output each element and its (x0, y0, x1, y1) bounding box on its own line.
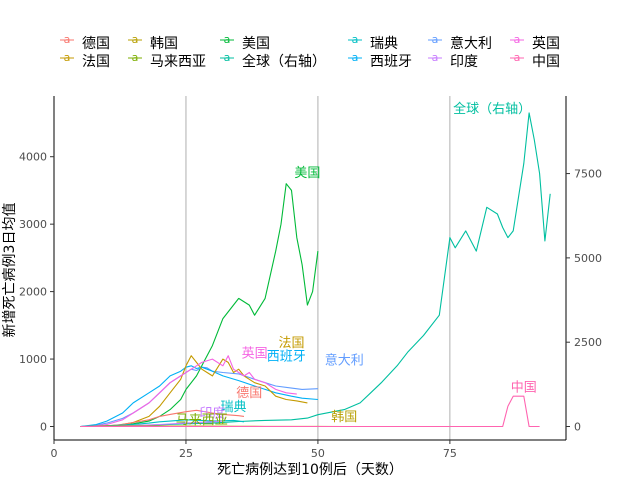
legend-label: 马来西亚 (150, 54, 206, 70)
legend-label: 英国 (532, 35, 560, 52)
series-line (80, 184, 318, 427)
legend-key-glyph: a (224, 33, 231, 46)
legend-label: 韩国 (150, 36, 178, 52)
legend-item: a 韩国 (128, 33, 178, 52)
y2-tick-label: 7500 (574, 168, 602, 181)
legend-key-glyph: a (432, 51, 439, 64)
legend-label: 西班牙 (370, 54, 412, 70)
series-label: 英国 (242, 347, 268, 362)
legend-label: 法国 (82, 54, 110, 70)
series-label: 马来西亚 (176, 413, 228, 428)
legend-label: 印度 (450, 54, 478, 70)
y-tick-label: 3000 (19, 218, 47, 231)
legend-key-glyph: a (352, 51, 359, 64)
legend-item: a 瑞典 (348, 33, 398, 52)
legend-key-glyph: a (352, 33, 359, 46)
legend-key-glyph: a (514, 33, 521, 46)
x-tick-label: 50 (311, 447, 325, 460)
legend-key-glyph: a (132, 33, 139, 46)
series-label: 韩国 (331, 410, 357, 425)
x-tick-label: 0 (51, 447, 58, 460)
legend-key-glyph: a (432, 33, 439, 46)
series-labels: 全球（右轴）美国法国英国西班牙意大利德国瑞典印度马来西亚韩国中国 (176, 101, 537, 428)
legend-key-glyph: a (224, 51, 231, 64)
y-axis-label: 新增死亡病例3日均值 (2, 203, 18, 338)
legend-item: a 意大利 (428, 33, 492, 52)
x-tick-label: 75 (443, 447, 457, 460)
series-label: 意大利 (325, 352, 364, 368)
legend-key-glyph: a (64, 51, 71, 64)
y2-tick-label: 0 (574, 421, 581, 434)
legend-item: a 英国 (510, 33, 560, 52)
series-label: 德国 (236, 386, 262, 401)
axes: 0 25 50 75 0 1000 2000 3000 4000 0 2500 5000 7500 (19, 96, 602, 460)
legend-item: a 印度 (428, 51, 478, 70)
x-axis-label: 死亡病例达到10例后（天数） (217, 462, 403, 478)
legend-label: 德国 (82, 36, 110, 52)
x-tick-label: 25 (179, 447, 193, 460)
series-lines (80, 113, 550, 427)
legend-label: 全球（右轴） (242, 53, 326, 70)
legend-label: 意大利 (450, 35, 492, 52)
legend-label: 美国 (242, 36, 270, 52)
series-label: 中国 (511, 380, 537, 395)
y-tick-label: 0 (40, 421, 47, 434)
legend-key-glyph: a (64, 33, 71, 46)
y-tick-label: 2000 (19, 286, 47, 299)
legend-item: a 全球（右轴） (220, 51, 326, 70)
legend-key-glyph: a (514, 51, 521, 64)
legend-item: a 美国 (220, 33, 270, 52)
legend-item: a 法国 (60, 51, 110, 70)
series-label: 美国 (294, 166, 320, 181)
legend-label: 中国 (532, 54, 560, 70)
legend-item: a 西班牙 (348, 51, 412, 70)
y-tick-label: 4000 (19, 151, 47, 164)
legend-label: 瑞典 (370, 36, 398, 52)
legend-item: a 德国 (60, 33, 110, 52)
series-label: 西班牙 (267, 349, 306, 364)
series-label: 全球（右轴） (453, 101, 531, 117)
series-line (80, 396, 539, 426)
y2-tick-label: 2500 (574, 336, 602, 349)
legend-item: a 马来西亚 (128, 51, 206, 70)
y-tick-label: 1000 (19, 353, 47, 366)
legend-item: a 中国 (510, 51, 560, 70)
legend-key-glyph: a (132, 51, 139, 64)
grid (186, 96, 450, 440)
y2-tick-label: 5000 (574, 252, 602, 265)
